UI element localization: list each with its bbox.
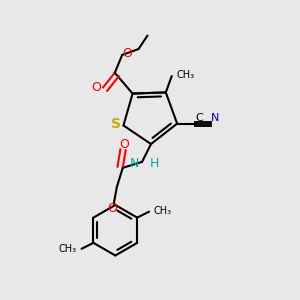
Text: S: S	[111, 117, 121, 131]
Text: CH₃: CH₃	[154, 206, 172, 216]
Text: H: H	[149, 157, 159, 170]
Text: O: O	[119, 138, 129, 151]
Text: O: O	[92, 81, 101, 94]
Text: O: O	[123, 47, 133, 60]
Text: CH₃: CH₃	[59, 244, 77, 254]
Text: CH₃: CH₃	[176, 70, 194, 80]
Text: N: N	[211, 113, 219, 123]
Text: O: O	[107, 202, 117, 215]
Text: C: C	[195, 113, 203, 123]
Text: N: N	[130, 157, 139, 170]
